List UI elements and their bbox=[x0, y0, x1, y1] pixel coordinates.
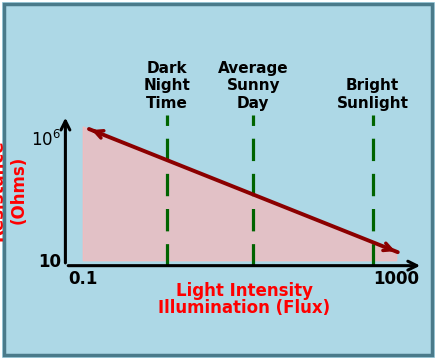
Text: Resistance
(Ohms): Resistance (Ohms) bbox=[0, 139, 27, 241]
Text: Light Intensity: Light Intensity bbox=[176, 282, 313, 300]
Text: Average
Sunny
Day: Average Sunny Day bbox=[218, 61, 289, 111]
Text: Bright
Sunlight: Bright Sunlight bbox=[337, 78, 409, 111]
Text: Illumination (Flux): Illumination (Flux) bbox=[158, 299, 330, 317]
Text: Dark
Night
Time: Dark Night Time bbox=[144, 61, 191, 111]
